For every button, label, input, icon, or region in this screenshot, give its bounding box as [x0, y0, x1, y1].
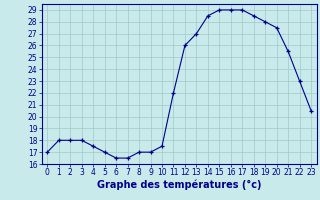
- X-axis label: Graphe des températures (°c): Graphe des températures (°c): [97, 180, 261, 190]
